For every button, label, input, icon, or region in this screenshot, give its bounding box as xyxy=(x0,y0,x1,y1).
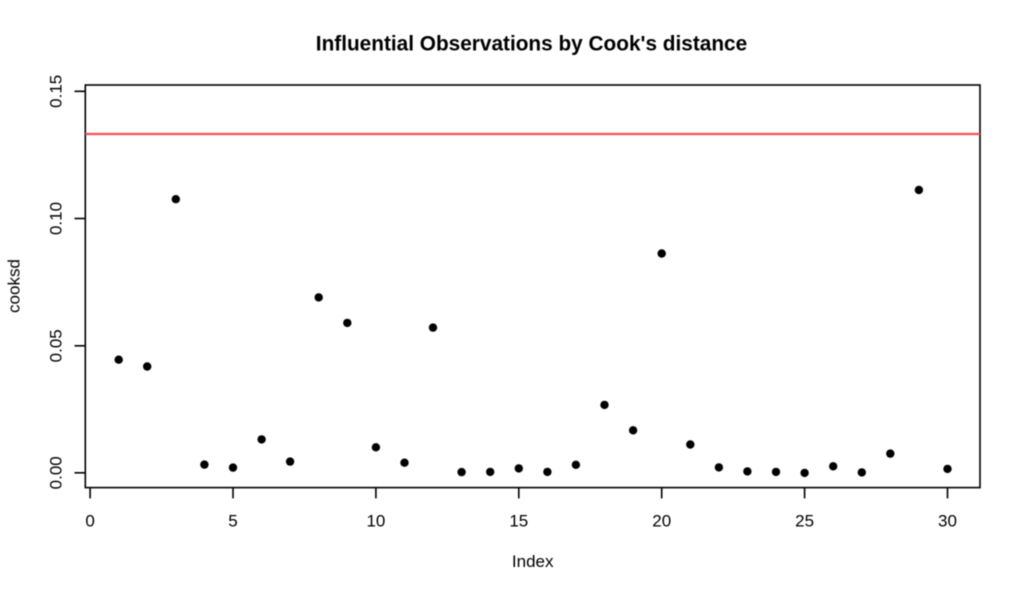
svg-text:0.00: 0.00 xyxy=(47,456,66,489)
svg-text:20: 20 xyxy=(652,512,671,531)
svg-text:0: 0 xyxy=(85,512,94,531)
svg-text:0.05: 0.05 xyxy=(47,329,66,362)
svg-text:10: 10 xyxy=(366,512,385,531)
svg-text:cooksd: cooksd xyxy=(5,259,24,313)
svg-text:0.15: 0.15 xyxy=(47,75,66,108)
svg-text:15: 15 xyxy=(509,512,528,531)
svg-text:30: 30 xyxy=(938,512,957,531)
svg-text:25: 25 xyxy=(795,512,814,531)
svg-text:5: 5 xyxy=(228,512,237,531)
svg-text:0.10: 0.10 xyxy=(47,202,66,235)
svg-text:Influential Observations by Co: Influential Observations by Cook's dista… xyxy=(316,32,747,55)
svg-text:Index: Index xyxy=(512,552,554,571)
